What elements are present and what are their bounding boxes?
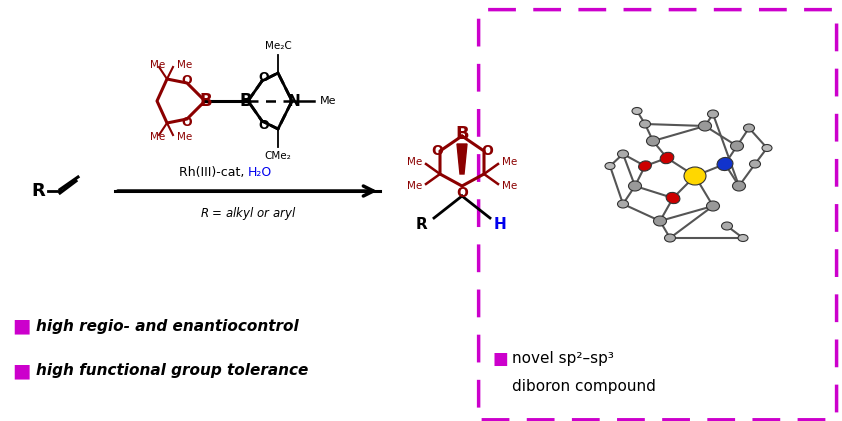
Text: B: B (240, 92, 253, 110)
Ellipse shape (640, 120, 651, 128)
Ellipse shape (660, 152, 674, 164)
Text: ■: ■ (12, 362, 30, 381)
Ellipse shape (717, 157, 733, 171)
Text: O: O (182, 74, 192, 86)
Text: ■: ■ (492, 350, 508, 368)
Text: Me: Me (407, 157, 422, 167)
Text: Me₂C: Me₂C (264, 41, 291, 51)
Ellipse shape (743, 124, 754, 132)
Text: O: O (182, 115, 192, 128)
Text: high regio- and enantiocontrol: high regio- and enantiocontrol (36, 319, 299, 333)
Polygon shape (457, 144, 467, 174)
Text: Rh(III)-cat,: Rh(III)-cat, (179, 166, 248, 179)
Text: B: B (200, 92, 212, 110)
Text: ■: ■ (12, 317, 30, 336)
Text: B: B (456, 125, 469, 143)
Text: Me: Me (150, 60, 165, 70)
Text: R: R (31, 182, 45, 200)
Text: Me: Me (502, 181, 517, 191)
Ellipse shape (666, 192, 679, 204)
Text: novel sp²–sp³: novel sp²–sp³ (512, 352, 614, 367)
Text: Me: Me (177, 60, 192, 70)
Ellipse shape (706, 201, 720, 211)
Ellipse shape (638, 161, 652, 171)
Text: R: R (415, 216, 427, 232)
FancyBboxPatch shape (478, 10, 837, 420)
Text: H₂O: H₂O (248, 166, 272, 179)
Ellipse shape (664, 234, 675, 242)
Ellipse shape (605, 163, 615, 170)
Text: Me: Me (407, 181, 422, 191)
Text: O: O (431, 144, 443, 158)
Text: O: O (456, 186, 468, 200)
Text: O: O (258, 70, 269, 83)
Ellipse shape (707, 110, 718, 118)
Ellipse shape (653, 216, 667, 226)
Ellipse shape (617, 150, 628, 158)
Text: CMe₂: CMe₂ (264, 151, 291, 161)
Text: O: O (481, 144, 493, 158)
Text: O: O (258, 118, 269, 131)
Ellipse shape (632, 107, 642, 115)
Text: Me: Me (177, 132, 192, 142)
Text: Me: Me (150, 132, 165, 142)
Ellipse shape (722, 222, 733, 230)
Ellipse shape (749, 160, 760, 168)
Text: Me: Me (502, 157, 517, 167)
Ellipse shape (762, 144, 772, 152)
Text: N: N (288, 93, 301, 109)
Text: Me: Me (320, 96, 337, 106)
Ellipse shape (684, 167, 706, 185)
Ellipse shape (731, 141, 743, 151)
Ellipse shape (733, 181, 745, 191)
Ellipse shape (699, 121, 711, 131)
Ellipse shape (617, 200, 628, 208)
Ellipse shape (738, 234, 748, 242)
Text: H: H (494, 216, 507, 232)
Text: high functional group tolerance: high functional group tolerance (36, 363, 308, 378)
Text: $R$ = $alkyl$ $or$ $aryl$: $R$ = $alkyl$ $or$ $aryl$ (200, 205, 296, 222)
Ellipse shape (647, 136, 659, 146)
Text: diboron compound: diboron compound (512, 378, 656, 394)
Ellipse shape (628, 181, 642, 191)
